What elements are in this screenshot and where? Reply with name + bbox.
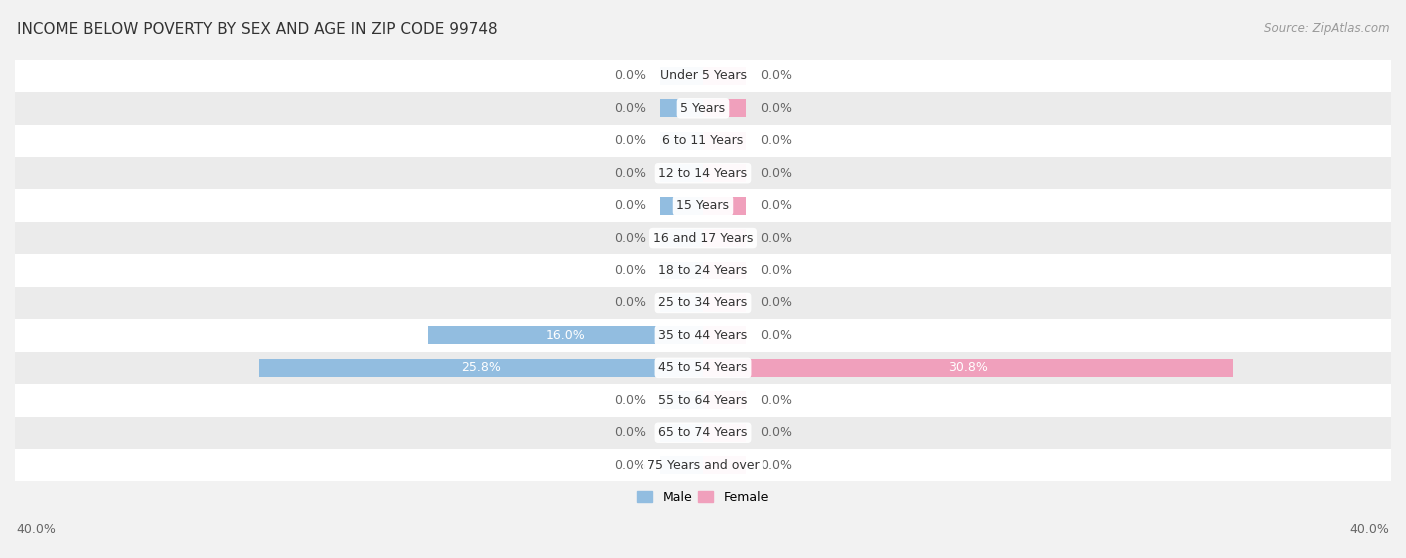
Bar [259,359,703,377]
Bar [703,391,747,409]
Bar [659,294,703,312]
Text: 12 to 14 Years: 12 to 14 Years [658,167,748,180]
Text: 15 Years: 15 Years [676,199,730,212]
Text: 0.0%: 0.0% [614,394,647,407]
Text: INCOME BELOW POVERTY BY SEX AND AGE IN ZIP CODE 99748: INCOME BELOW POVERTY BY SEX AND AGE IN Z… [17,22,498,37]
Text: 45 to 54 Years: 45 to 54 Years [658,362,748,374]
Bar [703,164,747,182]
Text: 0.0%: 0.0% [614,134,647,147]
Text: 18 to 24 Years: 18 to 24 Years [658,264,748,277]
Bar [659,424,703,441]
Text: 0.0%: 0.0% [759,199,792,212]
Bar [659,391,703,409]
Text: 0.0%: 0.0% [614,102,647,115]
Text: 55 to 64 Years: 55 to 64 Years [658,394,748,407]
Bar [703,262,747,280]
Text: 0.0%: 0.0% [759,426,792,439]
Text: 40.0%: 40.0% [1350,523,1389,536]
Text: 25 to 34 Years: 25 to 34 Years [658,296,748,310]
Bar [15,157,1391,189]
Bar [703,67,747,85]
Text: 0.0%: 0.0% [759,167,792,180]
Text: 16.0%: 16.0% [546,329,585,342]
Bar [659,456,703,474]
Text: 6 to 11 Years: 6 to 11 Years [662,134,744,147]
Bar [703,99,747,117]
Text: 0.0%: 0.0% [614,199,647,212]
Text: Source: ZipAtlas.com: Source: ZipAtlas.com [1264,22,1389,35]
Bar [15,416,1391,449]
Text: 0.0%: 0.0% [614,264,647,277]
Bar [703,229,747,247]
Bar [703,197,747,215]
Bar [15,254,1391,287]
Bar [703,456,747,474]
Bar [659,197,703,215]
Text: 0.0%: 0.0% [759,296,792,310]
Text: 5 Years: 5 Years [681,102,725,115]
Text: 0.0%: 0.0% [759,329,792,342]
Bar [659,99,703,117]
Bar [15,92,1391,124]
Bar [703,326,747,344]
Bar [659,132,703,150]
Bar [15,124,1391,157]
Text: 30.8%: 30.8% [948,362,988,374]
Bar [15,384,1391,416]
Legend: Male, Female: Male, Female [633,486,773,509]
Text: 0.0%: 0.0% [614,296,647,310]
Bar [15,60,1391,92]
Text: 0.0%: 0.0% [759,459,792,472]
Bar [427,326,703,344]
Bar [15,449,1391,482]
Text: 0.0%: 0.0% [759,232,792,244]
Text: 75 Years and over: 75 Years and over [647,459,759,472]
Bar [703,424,747,441]
Text: 25.8%: 25.8% [461,362,501,374]
Text: 0.0%: 0.0% [759,264,792,277]
Text: 0.0%: 0.0% [614,426,647,439]
Bar [659,229,703,247]
Text: 35 to 44 Years: 35 to 44 Years [658,329,748,342]
Text: 40.0%: 40.0% [17,523,56,536]
Bar [15,287,1391,319]
Bar [659,262,703,280]
Bar [15,222,1391,254]
Text: 0.0%: 0.0% [614,459,647,472]
Text: 0.0%: 0.0% [759,102,792,115]
Text: 0.0%: 0.0% [759,69,792,83]
Text: Under 5 Years: Under 5 Years [659,69,747,83]
Bar [703,132,747,150]
Bar [703,359,1233,377]
Bar [15,189,1391,222]
Bar [15,319,1391,352]
Text: 0.0%: 0.0% [614,232,647,244]
Text: 0.0%: 0.0% [759,134,792,147]
Text: 0.0%: 0.0% [614,167,647,180]
Bar [15,352,1391,384]
Bar [703,294,747,312]
Text: 16 and 17 Years: 16 and 17 Years [652,232,754,244]
Text: 0.0%: 0.0% [614,69,647,83]
Text: 65 to 74 Years: 65 to 74 Years [658,426,748,439]
Bar [659,67,703,85]
Bar [659,164,703,182]
Text: 0.0%: 0.0% [759,394,792,407]
